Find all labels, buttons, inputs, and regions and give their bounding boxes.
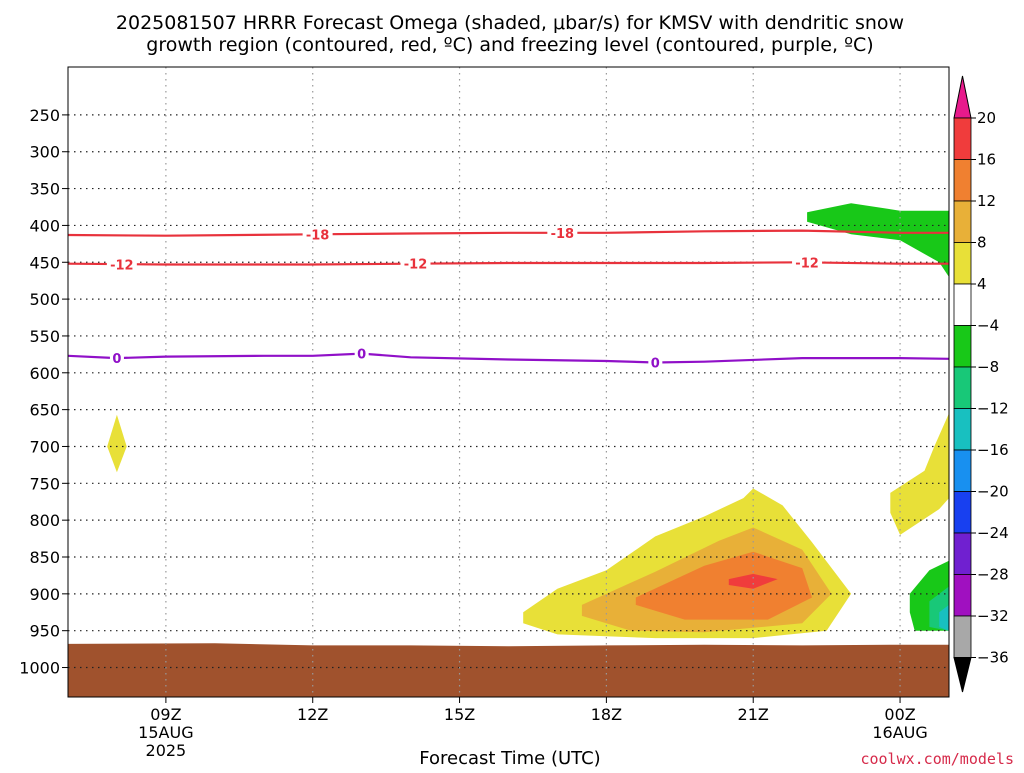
omega-region-4 bbox=[890, 413, 949, 535]
x-axis-label: Forecast Time (UTC) bbox=[419, 748, 600, 768]
y-tick-label: 450 bbox=[29, 253, 60, 272]
contour-line bbox=[68, 229, 949, 237]
credit-text[interactable]: coolwx.com/models bbox=[860, 750, 1014, 768]
omega-region--4 bbox=[807, 203, 949, 277]
y-tick-label: 950 bbox=[29, 622, 60, 641]
colorbar-label: −36 bbox=[977, 649, 1009, 667]
omega-region--12 bbox=[939, 604, 949, 631]
contour-label-bg bbox=[354, 346, 369, 361]
x-tick-label: 18Z bbox=[591, 705, 622, 724]
contour-label-bg bbox=[106, 257, 137, 272]
y-tick-label: 700 bbox=[29, 437, 60, 456]
contour-line bbox=[68, 261, 949, 266]
y-tick-label: 850 bbox=[29, 548, 60, 567]
omega-shading bbox=[107, 203, 949, 639]
colorbar-label: −12 bbox=[977, 400, 1009, 418]
x-tick-label: 09Z bbox=[150, 705, 181, 724]
y-tick-label: 400 bbox=[29, 216, 60, 235]
colorbar-bin bbox=[953, 615, 972, 658]
colorbar-bin bbox=[953, 491, 972, 534]
colorbar-label: −28 bbox=[977, 566, 1009, 584]
y-tick-label: 250 bbox=[29, 106, 60, 125]
terrain-fill bbox=[68, 643, 949, 697]
colorbar-label: −24 bbox=[977, 524, 1009, 542]
colorbar-label: −8 bbox=[977, 358, 999, 376]
colorbar-bin bbox=[953, 242, 972, 285]
x-tick-year: 2025 bbox=[146, 741, 187, 760]
colorbar-label: 4 bbox=[977, 275, 987, 293]
contour-label-bg bbox=[547, 225, 578, 240]
colorbar-bin bbox=[953, 200, 972, 243]
x-tick-label: 12Z bbox=[297, 705, 328, 724]
x-tick-label: 00Z bbox=[884, 705, 915, 724]
colorbar-label: −20 bbox=[977, 483, 1009, 501]
colorbar-label: −32 bbox=[977, 607, 1009, 625]
colorbar-top-arrow bbox=[953, 75, 972, 119]
colorbar-label: −4 bbox=[977, 317, 999, 335]
omega-region-16 bbox=[728, 573, 778, 589]
contour-label-bg bbox=[109, 351, 124, 366]
chart-title-line-1: 2025081507 HRRR Forecast Omega (shaded, … bbox=[116, 12, 904, 34]
x-tick-label: 21Z bbox=[738, 705, 769, 724]
contour-label: -18 bbox=[551, 227, 575, 242]
colorbar: 20 16 12 8 4 −4 −8 −12 −16 −20 −24 −28 −32 −36 bbox=[953, 75, 1009, 693]
y-tick-label: 800 bbox=[29, 511, 60, 530]
omega-region-12 bbox=[635, 551, 812, 620]
x-tick-date: 15AUG bbox=[138, 723, 193, 742]
contour-label: 0 bbox=[651, 356, 660, 371]
contour-label-bg bbox=[302, 227, 333, 242]
y-tick-label: 500 bbox=[29, 290, 60, 309]
contour-label: 0 bbox=[112, 352, 121, 367]
y-tick-label: 600 bbox=[29, 364, 60, 383]
contour-label: -18 bbox=[306, 228, 330, 243]
y-tick-label: 900 bbox=[29, 585, 60, 604]
colorbar-label: 12 bbox=[977, 192, 996, 210]
y-tick-label: 650 bbox=[29, 401, 60, 420]
contour-label-bg bbox=[792, 255, 823, 270]
contour-label: -12 bbox=[795, 256, 819, 271]
omega-region-4 bbox=[107, 414, 127, 473]
y-tick-label: 350 bbox=[29, 180, 60, 199]
y-tick-label: 750 bbox=[29, 474, 60, 493]
contour-label: -12 bbox=[110, 258, 134, 273]
contour-label: -12 bbox=[404, 258, 428, 273]
terrain-polygon bbox=[68, 643, 949, 697]
temperature-contours: -18 -18 -12 -12 -12 0 0 0 bbox=[68, 225, 949, 371]
colorbar-label: 16 bbox=[977, 151, 996, 169]
colorbar-bin bbox=[953, 325, 972, 368]
colorbar-label: −16 bbox=[977, 441, 1009, 459]
y-tick-label: 550 bbox=[29, 327, 60, 346]
colorbar-bottom-arrow bbox=[953, 657, 972, 693]
y-axis-ticks: 250 300 350 400 450 500 550 600 650 700 750 800 850 9… bbox=[19, 106, 68, 678]
x-tick-date: 16AUG bbox=[872, 723, 927, 742]
colorbar-bin bbox=[953, 532, 972, 575]
colorbar-bin bbox=[953, 449, 972, 492]
contour-label-bg bbox=[648, 355, 663, 370]
contour-label-bg bbox=[400, 256, 431, 271]
contour-line bbox=[68, 352, 949, 364]
plot-frame bbox=[67, 66, 950, 698]
colorbar-bin bbox=[953, 159, 972, 202]
colorbar-bin bbox=[953, 117, 972, 160]
colorbar-bin bbox=[953, 408, 972, 451]
contour-label: 0 bbox=[357, 348, 366, 363]
y-tick-label: 300 bbox=[29, 143, 60, 162]
y-tick-label: 1000 bbox=[19, 659, 60, 678]
colorbar-label: 8 bbox=[977, 234, 987, 252]
colorbar-label: 20 bbox=[977, 109, 996, 127]
colorbar-bin bbox=[953, 574, 972, 617]
x-tick-label: 15Z bbox=[444, 705, 475, 724]
chart-title-line-2: growth region (contoured, red, ºC) and f… bbox=[146, 34, 873, 56]
colorbar-bin bbox=[953, 283, 972, 326]
colorbar-bin bbox=[953, 366, 972, 409]
